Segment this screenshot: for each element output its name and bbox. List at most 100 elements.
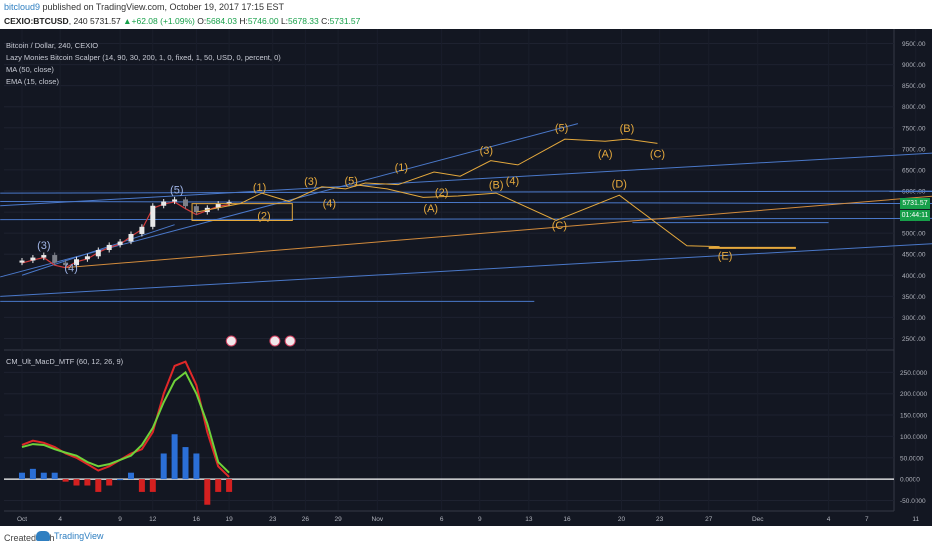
tradingview-brand[interactable]: TradingView xyxy=(36,531,104,541)
macd-histogram-bar xyxy=(73,479,80,486)
legend-indicator-ma[interactable]: MA (50, close) xyxy=(6,65,54,74)
time-tick-label: 26 xyxy=(302,516,310,523)
price-tick-label: 9500.00 xyxy=(902,41,926,48)
created-with-text: Created with xyxy=(4,533,55,543)
time-tick-label: 6 xyxy=(440,516,444,523)
candle-body xyxy=(150,205,156,227)
candle-body xyxy=(183,199,188,207)
macd-histogram-bar xyxy=(149,479,156,492)
event-marker-icon xyxy=(284,335,296,347)
macd-histogram-bar xyxy=(171,434,178,480)
time-tick-label: 16 xyxy=(563,516,571,523)
footer: Created with TradingView xyxy=(0,526,932,550)
macd-histogram-bar xyxy=(117,479,124,481)
time-tick-label: 4 xyxy=(58,516,62,523)
signal-line xyxy=(21,370,230,474)
chart-area[interactable]: 9500.00 9000.00 8500.00 8000.00 7500.00 7000.… xyxy=(0,29,932,526)
consolidation-box xyxy=(191,203,293,221)
wave-label: (5) xyxy=(344,176,357,188)
price-tick-label: 6000.00 xyxy=(902,189,926,196)
legend-indicator-scalper[interactable]: Lazy Monies Bitcoin Scalper (14, 90, 30,… xyxy=(6,53,281,62)
legend-title[interactable]: Bitcoin / Dollar, 240, CEXIO xyxy=(6,41,99,50)
trend-line xyxy=(0,190,932,194)
trend-line xyxy=(0,217,932,221)
candle-body xyxy=(128,233,134,242)
wave-label: (B) xyxy=(489,179,504,191)
price-tick-label: 8000.00 xyxy=(902,104,926,111)
candle-body xyxy=(161,201,167,206)
time-tick-label: 20 xyxy=(618,516,626,523)
candle-body xyxy=(63,262,69,266)
wave-label: (3) xyxy=(480,145,493,157)
wave-label: (A) xyxy=(598,148,613,160)
time-tick-label: 4 xyxy=(827,516,831,523)
brand-name: TradingView xyxy=(54,531,104,541)
macd-histogram-bar xyxy=(62,479,69,482)
wave-label: (2) xyxy=(435,187,448,199)
price-tick-label: 7000.00 xyxy=(902,146,926,153)
ema-line xyxy=(21,201,230,269)
legend-macd[interactable]: CM_Ult_MacD_MTF (60, 12, 26, 9) xyxy=(6,357,124,366)
macd-histogram-bar xyxy=(128,472,134,480)
time-tick-label: 23 xyxy=(656,516,664,523)
low-value: 5678.33 xyxy=(288,16,319,26)
candle-body xyxy=(52,255,58,263)
time-tick-label: 27 xyxy=(705,516,713,523)
macd-histogram-bar xyxy=(106,479,113,486)
macd-histogram-bar xyxy=(215,479,222,492)
candle-body xyxy=(30,257,36,261)
orange-trend-line xyxy=(65,195,932,269)
close-value: 5731.57 xyxy=(329,16,361,26)
candle-body xyxy=(74,259,79,266)
high-value: 5746.00 xyxy=(247,16,279,26)
candle-body xyxy=(193,206,199,213)
time-tick-label: 9 xyxy=(478,516,482,523)
candle-body xyxy=(84,256,90,260)
price-tick-label: 9000.00 xyxy=(902,62,926,69)
wave-label: (E) xyxy=(718,250,733,262)
time-tick-label: 7 xyxy=(865,516,869,523)
username-link[interactable]: bitcloud9 xyxy=(4,2,41,12)
macd-histogram-bar xyxy=(160,453,167,480)
wave-label: (C) xyxy=(650,148,665,160)
price-tick-label: 3500.00 xyxy=(902,294,926,301)
time-tick-label: 12 xyxy=(149,516,157,523)
header-bar: bitcloud9 published on TradingView.com, … xyxy=(0,0,932,29)
close-label: C: xyxy=(321,16,330,26)
symbol-info: CEXIO:BTCUSD, 240 5731.57 ▲+62.08 (+1.09… xyxy=(4,16,361,26)
price-tick-label: 2500.00 xyxy=(902,336,926,343)
macd-tick-label: 100.0000 xyxy=(900,434,927,441)
macd-histogram-bar xyxy=(226,479,233,492)
wave-label: (5) xyxy=(555,123,568,135)
candle-body xyxy=(172,199,178,202)
candle-body xyxy=(41,255,47,258)
wave-label: (4) xyxy=(506,176,519,188)
candle-body xyxy=(226,202,232,204)
macd-histogram-bar xyxy=(182,447,189,480)
event-marker-icon xyxy=(225,335,237,347)
candle-body xyxy=(95,249,101,257)
macd-tick-label: 200.0000 xyxy=(900,391,927,398)
up-arrow-icon: ▲ xyxy=(123,16,132,26)
last-price-tag: 5731.57 xyxy=(900,198,930,209)
macd-histogram-bar xyxy=(138,479,145,492)
macd-histogram-bar xyxy=(95,479,102,492)
time-tick-label: Oct xyxy=(17,516,27,523)
bearish-wave-path xyxy=(354,184,720,248)
interval: 240 xyxy=(73,16,88,26)
trend-line xyxy=(0,243,932,297)
wave-label: (C) xyxy=(552,220,567,232)
chart-canvas[interactable]: 9500.00 9000.00 8500.00 8000.00 7500.00 7000.… xyxy=(0,29,932,526)
macd-tick-label: -50.0000 xyxy=(900,498,926,505)
time-tick-label: 11 xyxy=(912,516,919,523)
trend-line xyxy=(0,201,932,205)
time-tick-label: 16 xyxy=(193,516,201,523)
macd-histogram-bar xyxy=(40,472,47,480)
macd-histogram-bar xyxy=(84,479,91,486)
price-tick-label: 8500.00 xyxy=(902,83,926,90)
legend-indicator-ema[interactable]: EMA (15, close) xyxy=(6,77,59,86)
time-tick-label: 23 xyxy=(269,516,277,523)
trend-line xyxy=(0,152,932,207)
wave-label: (3) xyxy=(37,240,50,252)
price-tick-label: 7500.00 xyxy=(902,125,926,132)
